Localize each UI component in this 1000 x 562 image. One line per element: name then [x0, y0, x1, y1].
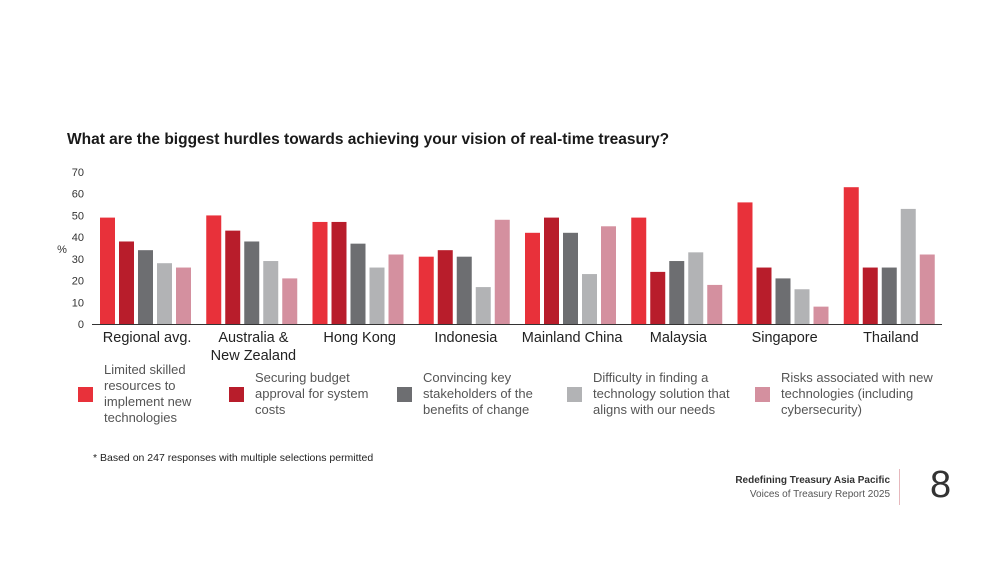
x-tick-label: Regional avg.: [103, 330, 192, 346]
y-tick-label: 20: [72, 276, 84, 288]
bar: [225, 230, 241, 324]
footnote: * Based on 247 responses with multiple s…: [93, 452, 374, 464]
legend-item-stakeholders: Convincing key stakeholders of the benef…: [397, 362, 567, 426]
y-tick-label: 40: [72, 232, 84, 244]
y-tick-label: 10: [72, 297, 84, 309]
bar: [843, 187, 859, 324]
bar: [650, 271, 666, 324]
bar: [707, 284, 723, 324]
legend-swatch: [78, 386, 93, 402]
bar: [206, 215, 222, 324]
bar: [100, 217, 115, 324]
x-tick-label: Australia & New Zealand: [211, 330, 296, 364]
bar: [119, 241, 134, 324]
bar: [525, 232, 540, 324]
page-number: 8: [930, 464, 952, 506]
bar: [563, 232, 578, 324]
bar: [688, 252, 704, 324]
bar: [669, 261, 685, 324]
report-footer: Redefining Treasury Asia Pacific Voices …: [590, 474, 890, 502]
x-tick-label: Hong Kong: [323, 330, 396, 346]
bar: [794, 289, 810, 324]
legend-label: Limited skilled resources to implement n…: [104, 362, 192, 425]
report-subtitle: Voices of Treasury Report 2025: [749, 489, 890, 500]
bar: [350, 243, 366, 324]
bar: [582, 274, 597, 324]
chart-title: What are the biggest hurdles towards ach…: [67, 131, 670, 148]
legend-label: Difficulty in finding a technology solut…: [593, 370, 730, 417]
legend-swatch: [229, 386, 244, 402]
bar: [631, 217, 647, 324]
legend-label: Convincing key stakeholders of the benef…: [423, 370, 533, 417]
legend-swatch: [397, 386, 412, 402]
bar: [388, 254, 404, 324]
bar: [437, 250, 453, 324]
bar-chart: 0 10 20 30 40 50 60 70% Regional avg. Australia &…: [57, 167, 942, 364]
x-tick-label: Indonesia: [434, 330, 498, 346]
bar: [881, 267, 897, 324]
footer-divider: [899, 469, 900, 505]
report-title: Redefining Treasury Asia Pacific: [735, 475, 890, 486]
legend-label: Risks associated with new technologies (…: [781, 370, 933, 417]
x-tick-label: Singapore: [752, 330, 818, 346]
bar: [176, 267, 191, 324]
legend-swatch: [755, 386, 770, 402]
bar: [813, 306, 829, 324]
bar: [900, 208, 916, 324]
y-axis-label: %: [57, 244, 67, 256]
bar: [263, 261, 279, 324]
x-tick-label: Thailand: [863, 330, 919, 346]
bar: [775, 278, 791, 324]
x-tick-label: Mainland China: [522, 330, 624, 346]
bar: [601, 226, 616, 324]
legend-swatch: [567, 386, 582, 402]
bar: [331, 221, 347, 324]
legend-item-new-technology-risks: Risks associated with new technologies (…: [755, 362, 940, 426]
legend-item-technology-solution: Difficulty in finding a technology solut…: [567, 362, 762, 426]
bar: [475, 287, 491, 324]
y-tick-label: 30: [72, 254, 84, 266]
bar: [418, 256, 434, 324]
legend-item-skilled-resources: Limited skilled resources to implement n…: [78, 362, 210, 426]
y-tick-label: 60: [72, 189, 84, 201]
y-tick-label: 50: [72, 210, 84, 222]
bar: [157, 263, 172, 324]
bar: [756, 267, 772, 324]
bar: [544, 217, 559, 324]
bar: [369, 267, 385, 324]
bar: [282, 278, 298, 324]
y-tick-label: 0: [78, 319, 84, 331]
bar: [138, 250, 153, 324]
bar: [862, 267, 878, 324]
y-tick-label: 70: [72, 167, 84, 179]
bar: [312, 221, 328, 324]
bar: [919, 254, 935, 324]
legend-label: Securing budget approval for system cost…: [255, 370, 369, 417]
chart-legend: Limited skilled resources to implement n…: [0, 362, 1000, 432]
bar: [456, 256, 472, 324]
legend-item-budget-approval: Securing budget approval for system cost…: [229, 362, 379, 426]
bar: [494, 219, 510, 324]
x-tick-label: Malaysia: [650, 330, 708, 346]
bar: [244, 241, 260, 324]
bar: [737, 202, 753, 324]
